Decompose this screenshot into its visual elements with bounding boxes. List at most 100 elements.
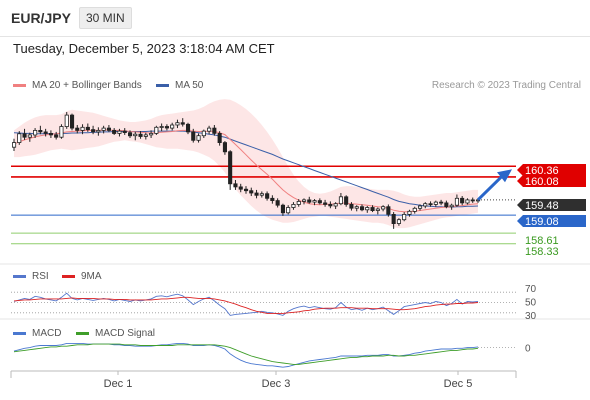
candle bbox=[375, 208, 380, 211]
level-tag-label: 158.61 bbox=[525, 235, 559, 247]
candle bbox=[444, 202, 449, 208]
candle bbox=[127, 132, 133, 137]
candle bbox=[312, 200, 317, 203]
candle bbox=[233, 183, 238, 188]
level-tag-resistance bbox=[517, 164, 586, 176]
candle bbox=[217, 132, 222, 143]
candle bbox=[154, 126, 159, 134]
candle bbox=[265, 193, 270, 199]
candle bbox=[149, 132, 154, 136]
candle bbox=[286, 207, 291, 214]
candle bbox=[423, 203, 428, 207]
candle bbox=[370, 207, 375, 211]
candle bbox=[328, 203, 333, 207]
level-tag-current bbox=[517, 199, 586, 211]
legend-rsi-label: RSI bbox=[32, 271, 49, 282]
candle bbox=[439, 201, 444, 204]
ma50-swatch bbox=[156, 84, 169, 87]
candle bbox=[449, 204, 454, 208]
level-tag-label: 159.48 bbox=[525, 200, 559, 212]
candle bbox=[228, 151, 233, 185]
candle bbox=[170, 124, 175, 129]
credit-text: Research © 2023 Trading Central bbox=[431, 80, 581, 91]
candle bbox=[33, 129, 38, 136]
level-tag-label: 160.08 bbox=[525, 176, 559, 188]
candle bbox=[359, 206, 365, 211]
candle bbox=[91, 129, 96, 133]
x-tick-label: Dec 3 bbox=[262, 378, 291, 390]
candle bbox=[191, 131, 196, 141]
candle bbox=[249, 190, 254, 194]
level-tag-resistance bbox=[517, 175, 586, 187]
macd-signal-swatch bbox=[76, 332, 89, 335]
candle bbox=[38, 129, 43, 133]
candle bbox=[80, 126, 85, 131]
legend-ma9: 9MA bbox=[62, 271, 102, 282]
candle bbox=[117, 130, 122, 134]
candle bbox=[254, 192, 259, 196]
legend-rsi: RSI bbox=[13, 271, 49, 282]
candle bbox=[428, 203, 433, 206]
candle bbox=[317, 200, 322, 204]
timeframe-button[interactable]: 30 MIN bbox=[79, 7, 132, 29]
candle bbox=[381, 206, 386, 210]
ma20-swatch bbox=[13, 84, 26, 87]
candle bbox=[465, 199, 470, 204]
candle bbox=[75, 127, 80, 131]
candle bbox=[391, 213, 396, 224]
legend-macd-signal-label: MACD Signal bbox=[95, 328, 156, 339]
bollinger-band-area bbox=[14, 99, 478, 229]
level-tag-label: 159.08 bbox=[525, 216, 559, 228]
candle bbox=[460, 197, 465, 204]
candle bbox=[307, 199, 312, 203]
candle bbox=[280, 204, 285, 214]
ma9-swatch bbox=[62, 275, 75, 278]
x-tick-label: Dec 5 bbox=[444, 378, 473, 390]
candle bbox=[333, 203, 338, 207]
candle bbox=[207, 127, 212, 132]
candle bbox=[433, 201, 438, 205]
candle bbox=[386, 206, 391, 215]
candle bbox=[96, 129, 101, 133]
candle bbox=[365, 207, 370, 211]
candle bbox=[275, 200, 280, 206]
candle bbox=[296, 200, 301, 205]
rsi-line bbox=[13, 292, 479, 316]
candle bbox=[112, 129, 117, 134]
legend-macd-signal: MACD Signal bbox=[76, 328, 155, 339]
candle bbox=[354, 206, 359, 209]
candle bbox=[101, 127, 106, 131]
candle bbox=[407, 210, 412, 215]
chart-header: EUR/JPY 30 MIN bbox=[0, 0, 590, 37]
candle bbox=[175, 122, 180, 126]
candle bbox=[43, 131, 48, 134]
rsi-level-label: 50 bbox=[525, 298, 537, 309]
candle bbox=[212, 127, 217, 134]
legend-ma20: MA 20 + Bollinger Bands bbox=[13, 80, 142, 91]
macd-zero-label: 0 bbox=[525, 344, 531, 355]
chart-datetime: Tuesday, December 5, 2023 3:18:04 AM CET bbox=[13, 41, 275, 56]
ma50-line bbox=[13, 130, 479, 208]
candle bbox=[196, 135, 201, 141]
candle bbox=[185, 123, 191, 133]
candle bbox=[222, 142, 228, 153]
candle bbox=[470, 199, 475, 202]
candle bbox=[402, 213, 407, 221]
candle bbox=[349, 203, 354, 209]
projection-arrow-head bbox=[497, 169, 512, 183]
candle bbox=[243, 188, 249, 192]
candle bbox=[238, 186, 243, 190]
candle bbox=[22, 133, 27, 138]
candle bbox=[454, 197, 459, 206]
candle bbox=[291, 203, 296, 208]
candle bbox=[70, 114, 75, 129]
candle bbox=[48, 132, 53, 136]
legend-macd: MACD bbox=[13, 328, 61, 339]
candle bbox=[201, 130, 206, 137]
candle bbox=[417, 205, 423, 209]
candle bbox=[122, 130, 127, 134]
level-tag-label: 158.33 bbox=[525, 246, 559, 258]
legend-ma50-label: MA 50 bbox=[175, 80, 204, 91]
macd-swatch bbox=[13, 332, 26, 335]
